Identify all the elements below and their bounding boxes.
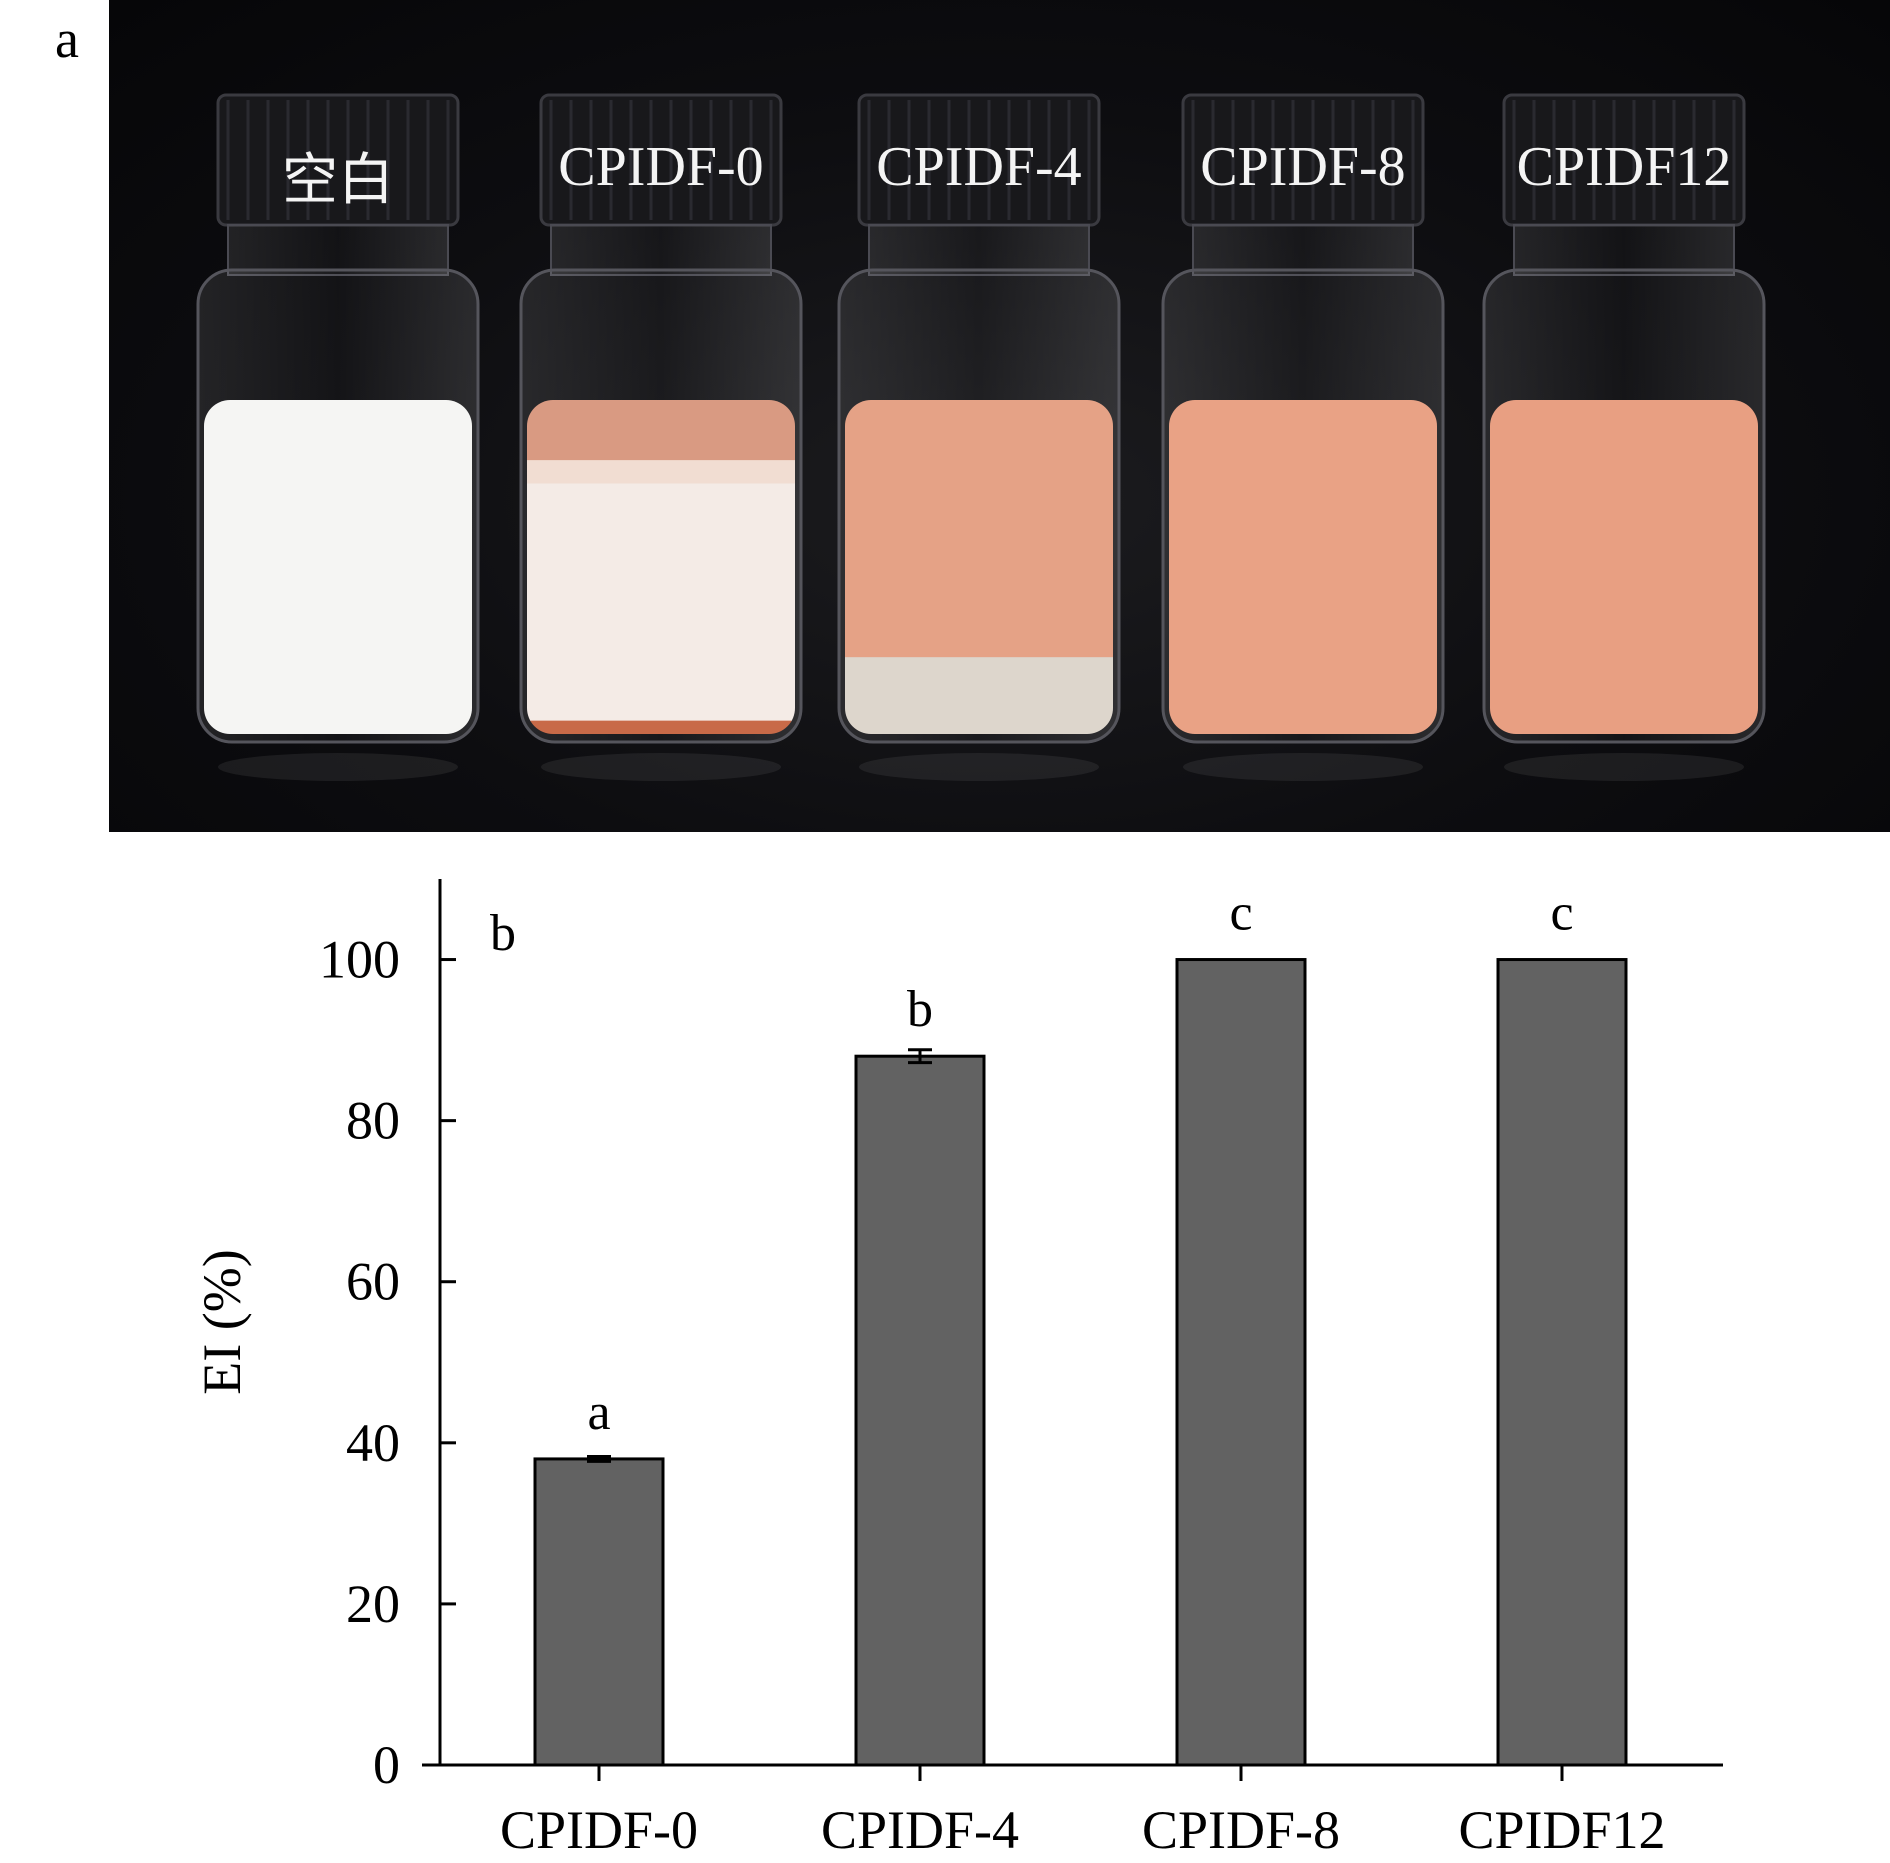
vial-photo: 空白 CPIDF-0 CPIDF-4 CPIDF-8 CPIDF12 bbox=[109, 0, 1890, 832]
liquid-layer bbox=[1169, 400, 1437, 734]
x-tick-label: CPIDF12 bbox=[1458, 1800, 1665, 1860]
ei-bar-chart: 0 20 40 60 80 100 EI (%) b a CPIDF-0 b CPIDF-4 c CPID… bbox=[192, 879, 1723, 1860]
significance-letter: a bbox=[587, 1384, 610, 1441]
liquid-layer bbox=[845, 400, 1113, 659]
vial-2 bbox=[837, 93, 1121, 781]
y-tick-label: 40 bbox=[346, 1413, 400, 1473]
significance-letter: b bbox=[907, 981, 933, 1038]
vial-1 bbox=[519, 93, 803, 781]
y-tick-label: 20 bbox=[346, 1574, 400, 1634]
panel-a-label: a bbox=[55, 9, 79, 69]
liquid-layer bbox=[1490, 400, 1758, 734]
liquid-layer bbox=[845, 657, 1113, 734]
y-tick-label: 80 bbox=[346, 1091, 400, 1151]
error-bar bbox=[587, 1455, 611, 1463]
significance-letter: c bbox=[1229, 885, 1252, 942]
liquid-layer bbox=[204, 400, 472, 734]
vial-neck bbox=[1513, 224, 1735, 276]
vial-4 bbox=[1482, 93, 1766, 781]
bar-CPIDF-8 bbox=[1175, 958, 1307, 1767]
bar-CPIDF-0 bbox=[533, 1457, 665, 1767]
x-tick-label: CPIDF-0 bbox=[500, 1800, 698, 1860]
y-tick-label: 0 bbox=[373, 1735, 400, 1795]
y-tick-label: 100 bbox=[319, 930, 400, 990]
vial-neck bbox=[227, 224, 449, 276]
vial-label: CPIDF-4 bbox=[876, 136, 1082, 198]
y-axis-label: EI (%) bbox=[192, 1249, 252, 1394]
liquid-layer bbox=[527, 460, 795, 485]
vial-3 bbox=[1161, 93, 1445, 781]
panel-b-label: b bbox=[490, 905, 516, 962]
x-tick-label: CPIDF-4 bbox=[821, 1800, 1019, 1860]
bar-CPIDF12 bbox=[1496, 958, 1628, 1767]
liquid-layer bbox=[527, 720, 795, 734]
significance-letter: c bbox=[1550, 885, 1573, 942]
vial-0 bbox=[196, 93, 480, 781]
vial-photo-drawing bbox=[196, 93, 1766, 781]
vial-label: CPIDF-8 bbox=[1200, 136, 1406, 198]
vial-neck bbox=[868, 224, 1090, 276]
liquid-layer bbox=[527, 400, 795, 462]
x-tick-label: CPIDF-8 bbox=[1142, 1800, 1340, 1860]
vial-label: CPIDF-0 bbox=[558, 136, 764, 198]
vial-label: 空白 bbox=[282, 150, 394, 212]
bar-CPIDF-4 bbox=[854, 1054, 986, 1767]
error-bar bbox=[908, 1048, 932, 1065]
vial-neck bbox=[1192, 224, 1414, 276]
vial-label: CPIDF12 bbox=[1516, 136, 1732, 198]
y-tick-label: 60 bbox=[346, 1252, 400, 1312]
liquid-layer bbox=[527, 483, 795, 722]
vial-neck bbox=[550, 224, 772, 276]
